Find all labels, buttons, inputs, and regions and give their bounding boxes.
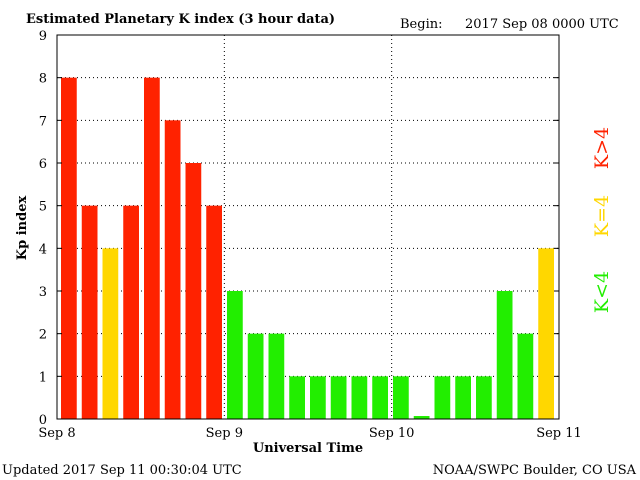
legend-low: K<4 [591,271,613,313]
y-tick-label: 9 [39,29,47,44]
chart-title: Estimated Planetary K index (3 hour data… [26,12,335,27]
kp-bar [434,376,451,419]
kp-bar [310,376,326,419]
kp-bar [393,376,409,419]
kp-bar [185,163,202,419]
kp-bar [538,248,554,419]
kp-bar [227,291,243,419]
kp-bar [517,333,534,419]
kp-bar [206,205,222,419]
y-tick-label: 8 [39,72,47,87]
y-tick-label: 7 [39,114,47,129]
legend-high: K>4 [591,127,613,169]
kp-bar [372,376,388,419]
y-tick-label: 4 [39,242,47,257]
kp-bar [351,376,368,419]
kp-bar [102,248,119,419]
x-axis-label: Universal Time [253,441,363,456]
begin-value: 2017 Sep 08 0000 UTC [465,17,619,32]
x-axis-ticks: Sep 8 Sep 9 Sep 10 Sep 11 [38,426,581,441]
kp-bar [413,416,430,419]
kp-bar [268,333,285,419]
updated-timestamp: Updated 2017 Sep 11 00:30:04 UTC [2,463,242,478]
y-tick-label: 3 [39,285,47,300]
source-credit: NOAA/SWPC Boulder, CO USA [433,463,637,478]
x-tick-label: Sep 10 [369,426,415,441]
bars [61,77,554,420]
kp-bar [330,376,347,419]
legend-equal: K=4 [591,195,613,237]
y-axis-label: Kp index [15,196,30,261]
x-tick-label: Sep 11 [536,426,582,441]
grid-lines [57,35,559,419]
y-tick-label: 5 [39,200,47,215]
kp-bar [164,120,181,419]
kp-bar [476,376,492,419]
kp-bar [81,205,98,419]
kp-bar [247,333,264,419]
y-tick-label: 0 [39,413,47,428]
kp-bar [123,205,139,419]
x-tick-label: Sep 9 [206,426,243,441]
kp-bar [289,376,305,419]
kp-bar [455,376,471,419]
kp-bar [61,77,77,420]
y-tick-label: 6 [39,157,47,172]
y-tick-label: 1 [39,370,47,385]
begin-label: Begin: [400,17,442,32]
y-axis-ticks: 0 1 2 3 4 5 6 7 8 9 [39,29,559,428]
y-tick-label: 2 [39,328,47,343]
x-tick-label: Sep 8 [38,426,75,441]
plot-frame [56,34,560,420]
kp-bar [144,77,160,420]
kp-bar [496,291,513,419]
